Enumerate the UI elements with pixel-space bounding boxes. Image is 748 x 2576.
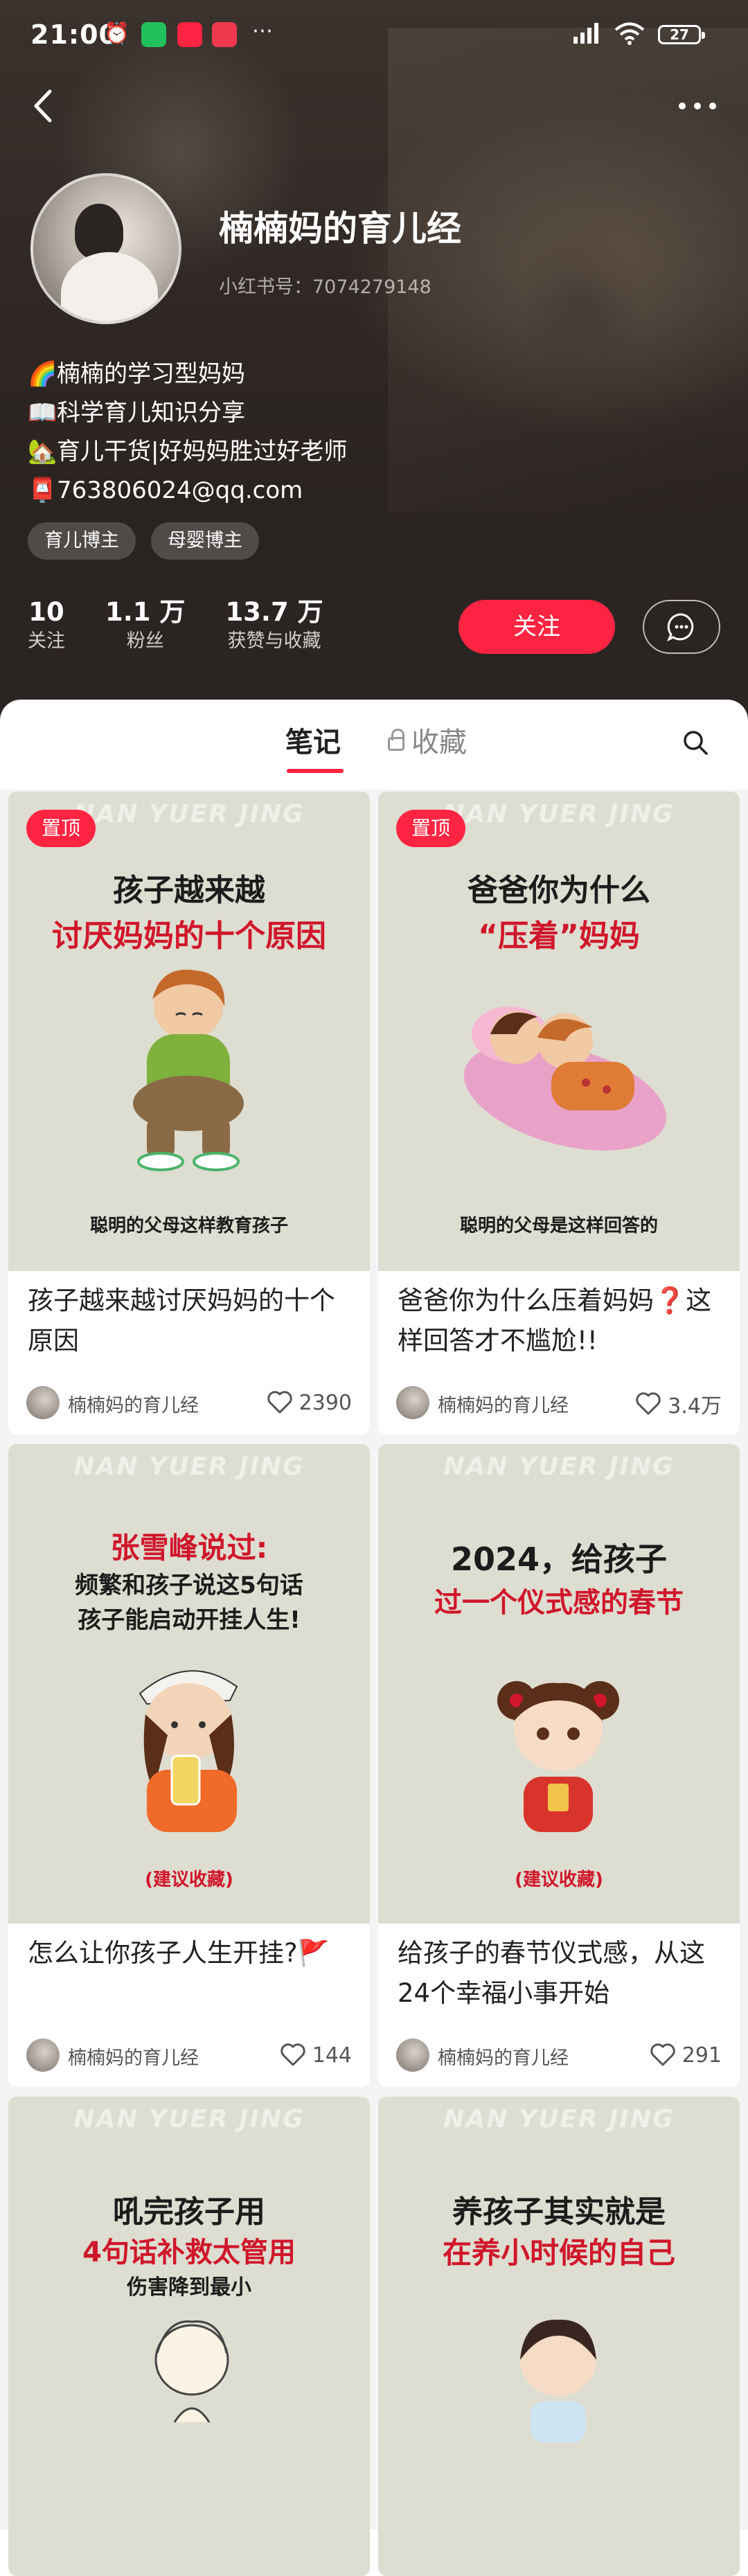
author-avatar [26, 1386, 60, 1419]
note-title: 给孩子的春节仪式感，从这24个幸福小事开始 [398, 1938, 705, 2008]
note-card[interactable]: NAN YUER JING 养孩子其实就是 在养小时候的自己 [378, 2097, 740, 2576]
alarm-icon: ⏰ [104, 21, 130, 46]
note-title: 怎么让你孩子人生开挂?🚩 [28, 1938, 330, 1968]
wifi-icon [614, 21, 645, 46]
note-card[interactable]: NAN YUER JING 2024，给孩子 过一个仪式感的春节 (建议收藏) … [378, 1444, 740, 2087]
note-cover: NAN YUER JING 置顶 爸爸你为什么 “压着”妈妈 聪明的父母是这样回… [378, 792, 740, 1271]
pinned-badge: 置顶 [396, 810, 466, 847]
tab-notes[interactable]: 笔记 [285, 727, 341, 758]
heart-icon [267, 1391, 292, 1414]
bio-line: 📖科学育儿知识分享 [28, 393, 651, 432]
note-cover: NAN YUER JING 养孩子其实就是 在养小时候的自己 [378, 2097, 740, 2576]
note-title: 孩子越来越讨厌妈妈的十个原因 [28, 1286, 335, 1356]
note-meta: 楠楠妈的育儿经 291 [378, 2023, 740, 2087]
like-count: 3.4万 [668, 1394, 722, 1419]
girl-outline-illustration [154, 2320, 229, 2423]
follow-button[interactable]: 关注 [458, 600, 615, 654]
like-button[interactable]: 3.4万 [634, 1389, 722, 1419]
note-card[interactable]: NAN YUER JING 吼完孩子用 4句话补救太管用 伤害降到最小 [8, 2097, 370, 2576]
note-card[interactable]: NAN YUER JING 张雪峰说过: 频繁和孩子说这5句话 孩子能启动开挂人… [8, 1444, 370, 2087]
profile-header: 21:00 ⏰ ⋯ 27 楠楠妈的育儿经 小红书号：7074279148 🌈楠楠… [0, 0, 748, 720]
chat-bubble-icon [667, 613, 694, 642]
notes-feed: NAN YUER JING 置顶 孩子越来越 讨厌妈妈的十个原因 聪明的父母这样 [0, 790, 748, 2576]
message-button[interactable] [643, 600, 720, 654]
children-sleeping-illustration [463, 1006, 667, 1151]
profile-bio: 🌈楠楠的学习型妈妈 📖科学育儿知识分享 🏡育儿干货|好妈妈胜过好老师 📮7638… [28, 355, 651, 510]
rainbow-icon: 🌈 [28, 360, 57, 388]
lock-icon [388, 729, 404, 751]
more-options-button[interactable] [673, 82, 722, 130]
profile-nickname: 楠楠妈的育儿经 [219, 208, 461, 249]
back-button[interactable] [28, 82, 58, 130]
girl-portrait-illustration [520, 2319, 596, 2443]
profile-avatar[interactable] [30, 173, 181, 324]
author-name: 楠楠妈的育儿经 [438, 2048, 569, 2069]
note-title: 爸爸你为什么压着妈妈❓这样回答才不尴尬!! [398, 1286, 712, 1356]
status-time: 21:00 [30, 19, 118, 50]
note-cover: NAN YUER JING 2024，给孩子 过一个仪式感的春节 (建议收藏) [378, 1444, 740, 1924]
profile-user-id[interactable]: 小红书号：7074279148 [219, 276, 431, 298]
heart-icon [280, 2043, 305, 2066]
tab-favorites[interactable]: 收藏 [388, 722, 467, 763]
note-cover: NAN YUER JING 置顶 孩子越来越 讨厌妈妈的十个原因 聪明的父母这样 [8, 792, 370, 1271]
battery-icon: 27 [658, 25, 705, 44]
app-notification-icon [177, 22, 202, 47]
girl-with-drink-illustration [139, 1670, 238, 1832]
pinned-badge: 置顶 [26, 810, 96, 847]
like-button[interactable]: 144 [279, 2041, 352, 2069]
stat-likes-and-collects[interactable]: 13.7 万 获赞与收藏 [225, 597, 323, 652]
profile-tags: 育儿博主 母婴博主 [28, 522, 259, 560]
tag-parenting-blogger[interactable]: 育儿博主 [28, 522, 136, 560]
like-count: 144 [312, 2043, 352, 2068]
author-name: 楠楠妈的育儿经 [68, 1395, 199, 1416]
girl-new-year-illustration [497, 1681, 619, 1832]
stat-following[interactable]: 10 关注 [28, 597, 65, 652]
note-meta: 楠楠妈的育儿经 144 [8, 2023, 370, 2087]
chevron-left-icon [34, 89, 52, 123]
like-count: 2390 [299, 1390, 352, 1415]
author-name: 楠楠妈的育儿经 [438, 1395, 569, 1416]
house-icon: 🏡 [28, 438, 57, 465]
tag-mom-baby-blogger[interactable]: 母婴博主 [151, 522, 259, 560]
note-card[interactable]: NAN YUER JING 置顶 爸爸你为什么 “压着”妈妈 聪明的父母是这样回… [378, 792, 740, 1434]
note-cover: NAN YUER JING 吼完孩子用 4句话补救太管用 伤害降到最小 [8, 2097, 370, 2576]
profile-stats: 10 关注 1.1 万 粉丝 13.7 万 获赞与收藏 [28, 597, 364, 655]
author-avatar [26, 2038, 60, 2072]
bio-line: 🏡育儿干货|好妈妈胜过好老师 [28, 432, 651, 471]
status-bar: 21:00 ⏰ ⋯ 27 [0, 0, 748, 69]
sad-boy-illustration [133, 969, 244, 1171]
background-cat-silhouette [485, 152, 679, 416]
like-count: 291 [682, 2043, 722, 2068]
content-panel: 笔记 收藏 NAN YUER JING 置顶 孩子越来越 讨厌妈妈的十个原因 [0, 700, 748, 2576]
stat-followers[interactable]: 1.1 万 粉丝 [105, 597, 186, 652]
more-notifications-icon: ⋯ [252, 18, 273, 43]
heart-icon [650, 2043, 675, 2066]
bio-line: 📮763806024@qq.com [28, 471, 651, 510]
signal-icon [572, 21, 604, 46]
more-dots-icon [679, 103, 716, 109]
like-button[interactable]: 291 [649, 2041, 722, 2069]
search-icon[interactable] [682, 729, 709, 756]
heart-icon [636, 1392, 661, 1415]
note-meta: 楠楠妈的育儿经 2390 [8, 1371, 370, 1434]
bio-line: 🌈楠楠的学习型妈妈 [28, 355, 651, 393]
like-button[interactable]: 2390 [266, 1389, 352, 1416]
note-cover: NAN YUER JING 张雪峰说过: 频繁和孩子说这5句话 孩子能启动开挂人… [8, 1444, 370, 1924]
author-avatar [396, 1386, 429, 1419]
mailbox-icon: 📮 [28, 477, 57, 504]
active-tab-indicator [287, 769, 344, 773]
app-notification-icon-2 [212, 22, 237, 47]
note-card[interactable]: NAN YUER JING 置顶 孩子越来越 讨厌妈妈的十个原因 聪明的父母这样 [8, 792, 370, 1434]
note-meta: 楠楠妈的育儿经 3.4万 [378, 1371, 740, 1434]
book-icon: 📖 [28, 399, 57, 427]
author-avatar [396, 2038, 429, 2072]
author-name: 楠楠妈的育儿经 [68, 2048, 199, 2069]
profile-tabs: 笔记 收藏 [0, 700, 748, 783]
wechat-icon [141, 22, 166, 47]
